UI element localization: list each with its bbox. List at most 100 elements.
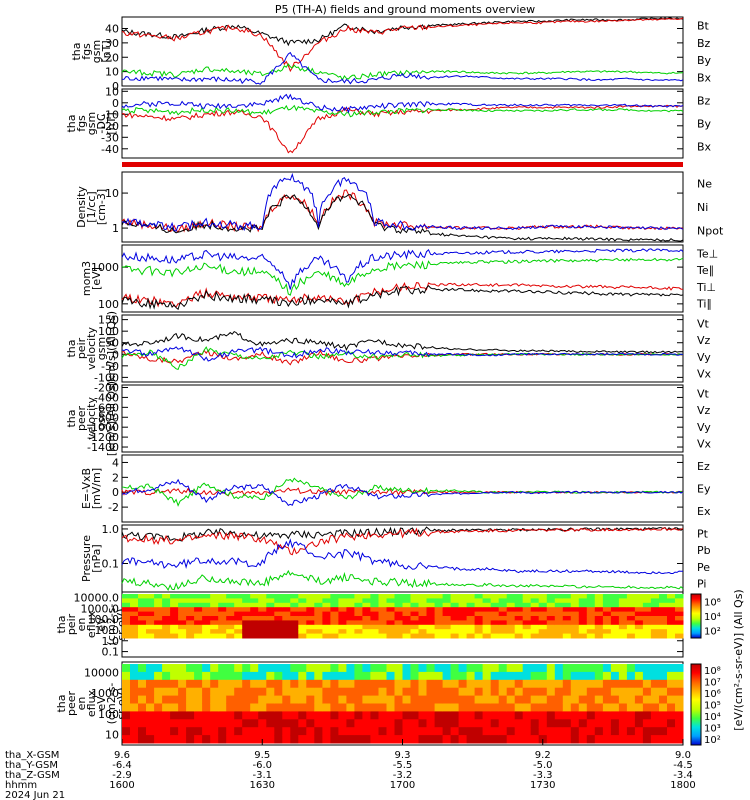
spectrogram-cell: [642, 611, 652, 617]
spectrogram-cell: [522, 607, 532, 613]
spectrogram-cell: [514, 594, 524, 599]
spectrogram-cell: [202, 616, 211, 621]
spectrogram-cell: [122, 727, 131, 736]
spectrogram-cell: [586, 711, 596, 720]
spectrogram-cell: [146, 629, 155, 635]
spectrogram-cell: [482, 695, 492, 704]
spectrogram-cell: [394, 624, 403, 630]
spectrogram-cell: [506, 611, 516, 617]
x-tick-label: -6.4: [112, 760, 132, 771]
spectrogram-cell: [554, 616, 564, 621]
spectrogram-cell: [178, 735, 187, 744]
spectrogram-cell: [538, 671, 548, 681]
spectrogram-cell: [226, 664, 235, 673]
spectrogram-cell: [578, 607, 588, 613]
spectrogram-cell: [130, 602, 139, 608]
spectrogram-cell: [546, 671, 556, 681]
spectrogram-cell: [386, 633, 395, 639]
spectrogram-cell: [626, 616, 636, 621]
spectrogram-cell: [642, 598, 652, 604]
spectrogram-cell: [306, 719, 315, 728]
spectrogram-cell: [546, 719, 556, 728]
spectrogram-cell: [290, 633, 299, 639]
spectrogram-cell: [667, 611, 676, 617]
x-tick-label: 1800: [670, 780, 695, 791]
spectrogram-cell: [186, 633, 195, 639]
spectrogram-cell: [202, 664, 211, 673]
spectrogram-cell: [450, 703, 460, 712]
y-axis-label: E=-VxB: [80, 468, 93, 509]
spectrogram-cell: [490, 695, 500, 704]
spectrogram-cell: [394, 633, 403, 639]
spectrogram-cell: [594, 703, 604, 712]
spectrogram-cell: [482, 607, 492, 613]
colorbar-tick-label: 10⁴: [704, 612, 721, 623]
y-axis-label: fgs: [75, 115, 88, 132]
spectrogram-cell: [370, 671, 379, 681]
spectrogram-cell: [250, 695, 259, 704]
spectrogram-cell: [314, 594, 323, 599]
colorbar-tick-label: 10³: [704, 724, 721, 735]
x-tick-label: -5.5: [393, 760, 413, 771]
legend-entry: Pt: [697, 527, 709, 540]
spectrogram-cell: [362, 671, 371, 681]
y-axis-label: tha: [55, 694, 68, 712]
spectrogram-cell: [218, 695, 227, 704]
spectrogram-cell: [338, 664, 347, 673]
spectrogram-cell: [122, 664, 131, 673]
spectrogram-cell: [218, 664, 227, 673]
spectrogram-cell: [442, 629, 452, 635]
spectrogram-cell: [362, 602, 371, 608]
spectrogram-cell: [122, 629, 131, 635]
spectrogram-cell: [178, 611, 187, 617]
spectrogram-cell: [659, 711, 668, 720]
spectrogram-cell: [650, 703, 660, 712]
spectrogram-cell: [450, 598, 460, 604]
spectrogram-cell: [538, 703, 548, 712]
legend-entry: Vx: [697, 368, 712, 381]
spectrogram-cell: [434, 679, 444, 689]
spectrogram-cell: [138, 671, 147, 681]
spectrogram-cell: [378, 671, 387, 681]
spectrogram-cell: [162, 735, 171, 744]
spectrogram-cell: [194, 719, 203, 728]
spectrogram-cell: [250, 624, 259, 630]
spectrogram-cell: [530, 620, 540, 626]
spectrogram-cell: [322, 594, 331, 599]
spectrogram-cell: [650, 687, 660, 697]
spectrogram-cell: [354, 664, 363, 673]
y-tick-label: 100: [98, 325, 119, 338]
spectrogram-cell: [146, 687, 155, 697]
spectrogram-cell: [298, 629, 307, 635]
spectrogram-cell: [306, 664, 315, 673]
spectrogram-cell: [458, 719, 468, 728]
spectrogram-cell: [570, 594, 580, 599]
spectrogram-cell: [562, 602, 572, 608]
spectrogram-cell: [298, 611, 307, 617]
spectrogram-cell: [498, 695, 508, 704]
spectrogram-cell: [146, 664, 155, 673]
spectrogram-cell: [675, 687, 684, 697]
spectrogram-cell: [282, 711, 291, 720]
spectrogram-cell: [138, 598, 147, 604]
spectrogram-cell: [274, 671, 283, 681]
spectrogram-cell: [394, 602, 403, 608]
spectrogram-cell: [218, 711, 227, 720]
spectrogram-cell: [410, 703, 419, 712]
spectrogram-cell: [466, 695, 476, 704]
spectrogram-cell: [562, 624, 572, 630]
spectrogram-cell: [450, 616, 460, 621]
spectrogram-cell: [314, 679, 323, 689]
spectrogram-cell: [386, 695, 395, 704]
spectrogram-cell: [218, 687, 227, 697]
spectrogram-cell: [434, 624, 444, 630]
spectrogram-cell: [514, 629, 524, 635]
spectrogram-cell: [314, 687, 323, 697]
legend-entry: Vz: [697, 334, 711, 347]
y-tick-label: 1000: [91, 687, 119, 700]
spectrogram-cell: [346, 727, 355, 736]
spectrogram-cell: [458, 594, 468, 599]
spectrogram-cell: [146, 711, 155, 720]
spectrogram-cell: [282, 695, 291, 704]
spectrogram-cell: [178, 679, 187, 689]
